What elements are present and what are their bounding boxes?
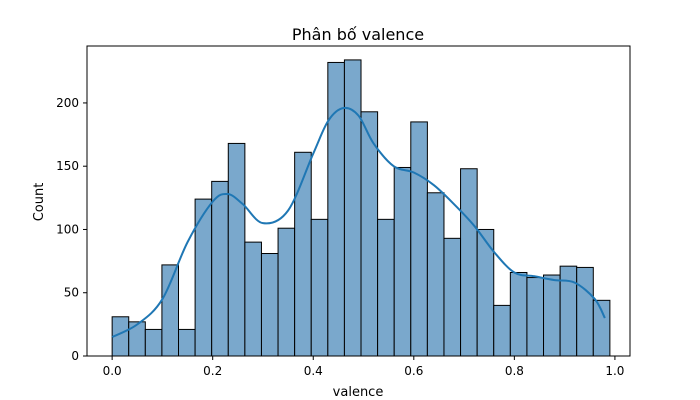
histogram-bar [128, 321, 146, 357]
x-tick-label: 1.0 [605, 364, 624, 378]
histogram-bar [393, 166, 412, 357]
histogram-bar [327, 61, 345, 357]
histogram-bar [543, 274, 561, 357]
x-tick-label: 0.0 [103, 364, 122, 378]
histogram-bar [227, 142, 246, 357]
histogram-bar [277, 227, 296, 357]
x-tick-label: 0.6 [404, 364, 423, 378]
x-tick-label: 0.8 [505, 364, 524, 378]
histogram-bar [178, 328, 196, 357]
histogram-bar [343, 59, 362, 357]
y-tick-label: 50 [64, 286, 79, 300]
chart-title: Phân bố valence [292, 25, 424, 44]
y-axis-label: Count [32, 183, 47, 222]
histogram-bar [526, 277, 545, 357]
histogram-bar [493, 304, 511, 357]
histogram-bar [460, 168, 478, 357]
x-axis-label: valence [333, 385, 384, 400]
histogram-bar [144, 328, 163, 357]
histogram-bar [294, 151, 312, 357]
histogram-bar [410, 121, 428, 357]
y-tick-label: 150 [56, 159, 79, 173]
kde-line [111, 106, 606, 338]
y-tick-label: 0 [71, 349, 79, 363]
histogram-bar [360, 111, 379, 357]
histogram-bar [161, 264, 180, 357]
plot-area-frame [86, 45, 631, 357]
histogram-bar [576, 266, 594, 357]
histogram-bar [509, 271, 528, 357]
histogram-bar [443, 237, 462, 357]
histogram-bar [211, 180, 229, 357]
x-tick-label: 0.4 [304, 364, 323, 378]
histogram-bar [310, 218, 329, 357]
x-tick-label: 0.2 [203, 364, 222, 378]
y-axis: 0 50 100 150 200 [56, 96, 87, 363]
kde-curve-group [111, 106, 606, 338]
histogram-bar [426, 192, 445, 357]
histogram-bar [260, 253, 279, 357]
x-axis: 0.0 0.2 0.4 0.6 0.8 1.0 [103, 356, 624, 378]
histogram-bar [377, 218, 395, 357]
histogram-bar [244, 241, 262, 357]
y-tick-label: 100 [56, 222, 79, 236]
y-tick-label: 200 [56, 96, 79, 110]
